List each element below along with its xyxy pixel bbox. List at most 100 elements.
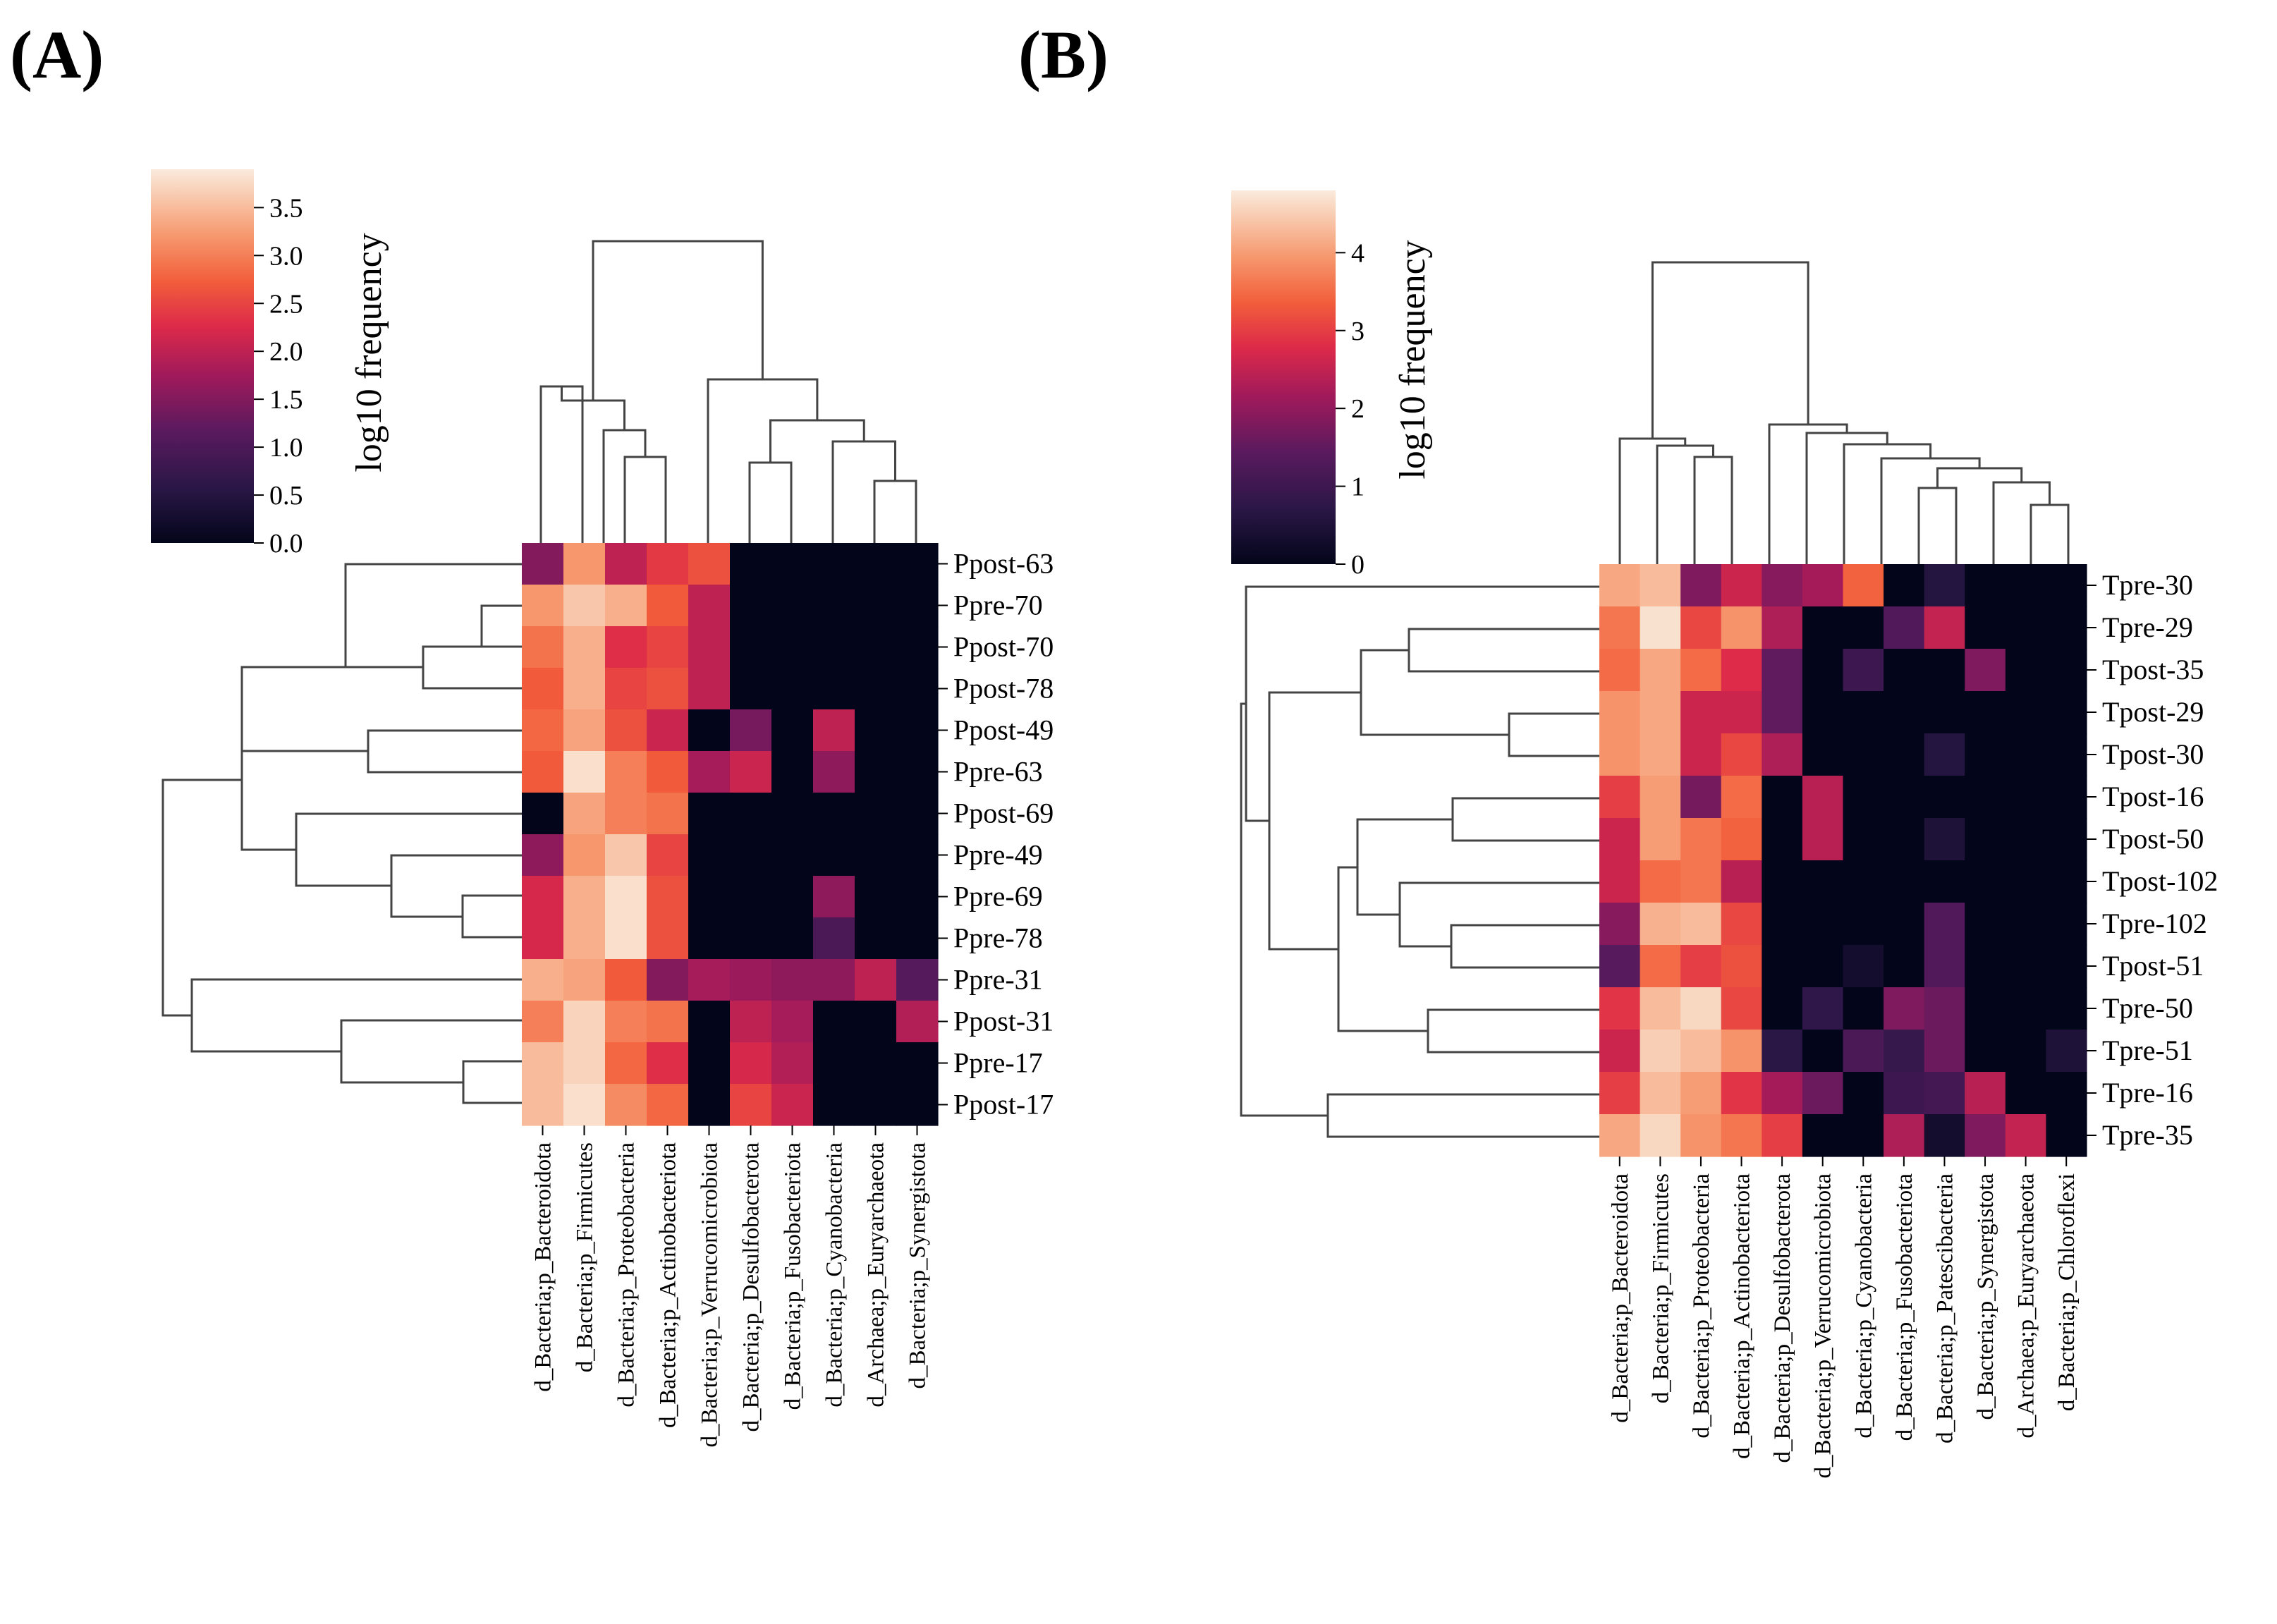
heatmap-cell: [855, 793, 897, 835]
heatmap-cell: [1640, 776, 1681, 819]
heatmap-cell: [855, 834, 897, 877]
heatmap-cell: [855, 1001, 897, 1043]
row-label: Ppost-70: [953, 631, 1054, 663]
heatmap-cell: [1802, 903, 1844, 946]
heatmap-cell: [2005, 860, 2047, 903]
heatmap-cell: [605, 876, 647, 918]
heatmap-cell: [688, 626, 731, 668]
heatmap-cell: [522, 751, 564, 793]
heatmap-cell: [1680, 987, 1722, 1030]
row-label: Ppost-78: [953, 673, 1054, 704]
column-label: d_Bacteria;p_Actinobacteriota: [656, 1142, 681, 1428]
heatmap-cell: [1843, 1072, 1884, 1115]
heatmap-cell: [1965, 564, 2006, 607]
heatmap-cell: [1762, 860, 1803, 903]
heatmap-cell: [1680, 860, 1722, 903]
heatmap-cell: [813, 1042, 855, 1085]
heatmap-cell: [813, 751, 855, 793]
heatmap-cell: [896, 959, 939, 1001]
panel-b-label: (B): [1018, 17, 1109, 92]
heatmap-cell: [563, 543, 606, 585]
heatmap-cell: [1802, 776, 1844, 819]
heatmap-cell: [563, 585, 606, 627]
heatmap-cell: [1762, 733, 1803, 776]
row-label: Ppost-31: [953, 1006, 1054, 1037]
colorbar-tick-label: 3.0: [269, 241, 303, 271]
panel-a-colorbar-gradient: [151, 169, 254, 543]
heatmap-cell: [1843, 564, 1884, 607]
heatmap-cell: [2005, 1072, 2047, 1115]
heatmap-cell: [771, 793, 814, 835]
column-label: d_Bacteria;p_Synergistota: [905, 1142, 931, 1389]
colorbar-tick-label: 3.5: [269, 193, 303, 223]
heatmap-cell: [522, 543, 564, 585]
row-label: Tpost-102: [2102, 865, 2218, 897]
heatmap-cell: [563, 1084, 606, 1126]
heatmap-cell: [605, 834, 647, 877]
colorbar-tick-label: 2.5: [269, 289, 303, 319]
heatmap-cell: [1599, 1114, 1641, 1157]
heatmap-cell: [855, 709, 897, 752]
heatmap-cell: [1843, 1114, 1884, 1157]
heatmap-cell: [1680, 818, 1722, 861]
heatmap-cell: [1680, 1030, 1722, 1073]
column-label: d_Bacteria;p_Cyanobacteria: [822, 1142, 848, 1408]
heatmap-cell: [771, 1042, 814, 1085]
heatmap-cell: [896, 585, 939, 627]
heatmap-cell: [1762, 945, 1803, 988]
heatmap-cell: [1680, 564, 1722, 607]
heatmap-cell: [1965, 903, 2006, 946]
heatmap-cell: [647, 543, 689, 585]
heatmap-cell: [1965, 818, 2006, 861]
row-label: Ppost-63: [953, 548, 1054, 580]
heatmap-cell: [1924, 691, 1965, 734]
heatmap-cell: [1884, 1072, 1925, 1115]
heatmap-cell: [896, 1001, 939, 1043]
heatmap-cell: [855, 876, 897, 918]
heatmap-cell: [1802, 860, 1844, 903]
heatmap-cell: [1599, 1030, 1641, 1073]
heatmap-cell: [1762, 1114, 1803, 1157]
heatmap-cell: [647, 626, 689, 668]
heatmap-cell: [563, 709, 606, 752]
heatmap-cell: [896, 876, 939, 918]
heatmap-cell: [1680, 691, 1722, 734]
panel-a-colorbar-ticks: 0.0 0.5 1.0 1.5 2.0 2.5 3.0 3.5: [254, 193, 303, 558]
heatmap-cell: [1721, 649, 1762, 692]
heatmap-cell: [730, 1084, 772, 1126]
row-label: Tpost-51: [2102, 950, 2204, 982]
panel-a-label: (A): [10, 17, 104, 92]
heatmap-cell: [1924, 1072, 1965, 1115]
row-label: Tpre-29: [2102, 611, 2193, 643]
heatmap-cell: [813, 959, 855, 1001]
row-label: Ppre-49: [953, 839, 1043, 871]
row-label: Ppre-78: [953, 922, 1043, 954]
heatmap-cell: [522, 959, 564, 1001]
heatmap-cell: [522, 1042, 564, 1085]
heatmap-cell: [1924, 903, 1965, 946]
heatmap-cell: [688, 834, 731, 877]
heatmap-cell: [1884, 691, 1925, 734]
heatmap-cell: [1843, 776, 1884, 819]
heatmap-cell: [2005, 733, 2047, 776]
heatmap-cell: [771, 543, 814, 585]
heatmap-cell: [1965, 1114, 2006, 1157]
heatmap-cell: [1965, 1030, 2006, 1073]
heatmap-cell: [1924, 945, 1965, 988]
colorbar-tick-label: 1: [1351, 472, 1365, 502]
heatmap-cell: [1843, 987, 1884, 1030]
heatmap-cell: [896, 1084, 939, 1126]
heatmap-cell: [1802, 733, 1844, 776]
heatmap-cell: [2046, 945, 2087, 988]
heatmap-cell: [855, 959, 897, 1001]
heatmap-cell: [1843, 649, 1884, 692]
heatmap-cell: [730, 876, 772, 918]
panel-a-column-labels: d_Bacteria;p_Bacteroidota d_Bacteria;p_Fi…: [531, 1125, 931, 1448]
heatmap-cell: [563, 959, 606, 1001]
heatmap-cell: [896, 626, 939, 668]
heatmap-cell: [730, 751, 772, 793]
heatmap-cell: [896, 793, 939, 835]
heatmap-cell: [1965, 691, 2006, 734]
heatmap-cell: [1924, 606, 1965, 649]
heatmap-cell: [688, 751, 731, 793]
